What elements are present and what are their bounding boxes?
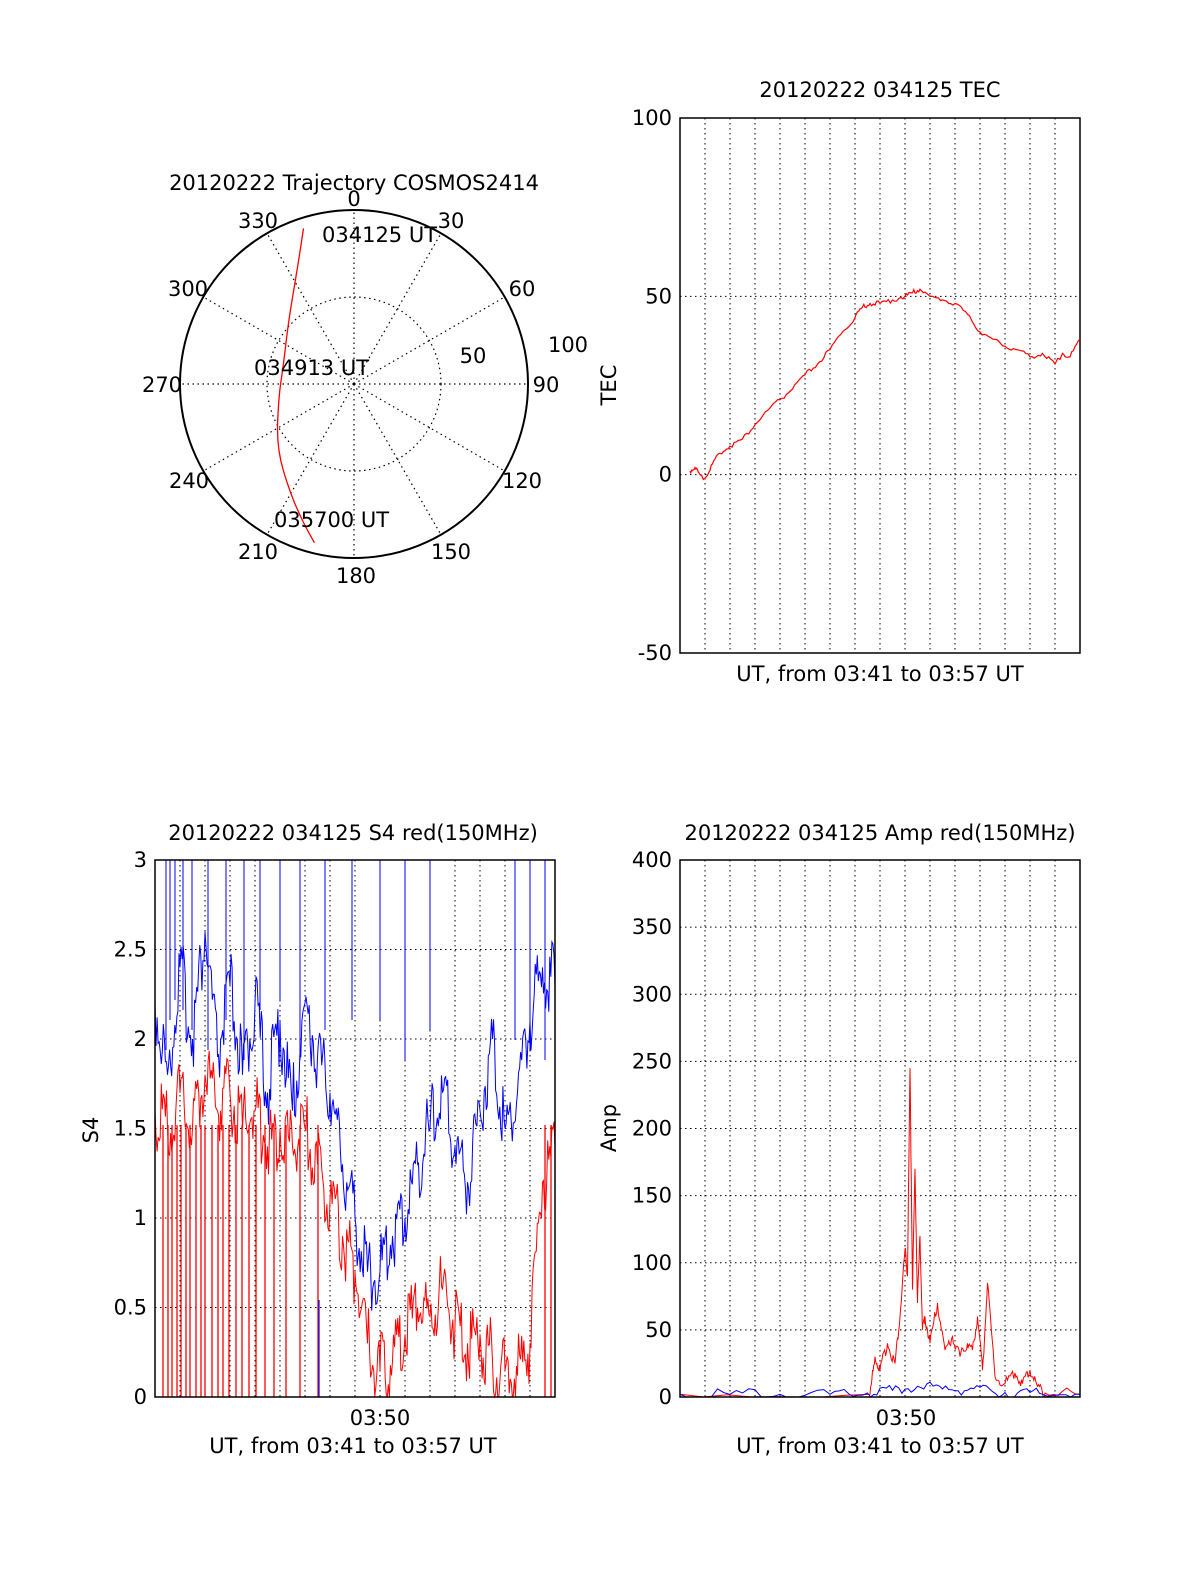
y-tick-label: 200: [632, 1117, 672, 1141]
s4-panel: 20120222 034125 S4 red(150MHz) 0 0.5 1 1.5 2…: [79, 821, 556, 1458]
series-line: [154, 1050, 556, 1399]
s4-series: [154, 860, 556, 1399]
y-tick-label: 50: [645, 284, 672, 308]
y-tick-label: 150: [632, 1184, 672, 1208]
y-tick-label: 250: [632, 1049, 672, 1073]
amp-title: 20120222 034125 Amp red(150MHz): [684, 821, 1075, 845]
y-tick-label: 2: [134, 1027, 147, 1051]
polar-spoke: [203, 296, 355, 385]
polar-azimuth-label: 180: [336, 564, 376, 588]
s4-ylabel: S4: [79, 1117, 103, 1144]
series-line: [689, 288, 1081, 481]
tec-xlabel: UT, from 03:41 to 03:57 UT: [736, 662, 1024, 686]
tec-panel: 20120222 034125 TEC -50 0 50 100 TEC UT, fr…: [597, 78, 1081, 686]
amp-ylabel: Amp: [597, 1104, 621, 1152]
y-tick-label: 100: [632, 106, 672, 130]
polar-spoke: [203, 383, 355, 472]
polar-spoke: [266, 233, 355, 385]
polar-ring-50: [266, 296, 442, 472]
polar-azimuth-label: 240: [169, 469, 209, 493]
amp-xlabel: UT, from 03:41 to 03:57 UT: [736, 1434, 1024, 1458]
polar-panel: 20120222 Trajectory COSMOS2414 0 30 60 90 12…: [142, 171, 588, 588]
amp-panel: 20120222 034125 Amp red(150MHz) 0 50 100 15…: [597, 821, 1081, 1458]
polar-azimuth-label: 300: [168, 277, 208, 301]
polar-azimuth-label: 330: [238, 209, 278, 233]
s4-xtick-label: 03:50: [350, 1406, 411, 1430]
polar-azimuth-label: 150: [431, 540, 471, 564]
y-tick-label: 300: [632, 982, 672, 1006]
y-tick-label: 1: [134, 1206, 147, 1230]
polar-outer-circle: [179, 209, 529, 559]
tec-frame: [679, 117, 1081, 654]
polar-azimuth-label: 30: [438, 209, 465, 233]
y-tick-label: 0: [134, 1385, 147, 1409]
polar-azimuth-label: 90: [533, 373, 560, 397]
polar-azimuth-label: 210: [238, 540, 278, 564]
tec-grid: [680, 118, 1080, 653]
s4-frame: [154, 859, 556, 1398]
tec-ylabel: TEC: [597, 365, 621, 407]
tec-y-ticks: -50 0 50 100: [632, 106, 672, 665]
polar-azimuth-label: 270: [142, 373, 182, 397]
s4-xlabel: UT, from 03:41 to 03:57 UT: [209, 1434, 497, 1458]
polar-azimuth-label: 0: [347, 187, 360, 211]
polar-spoke: [353, 296, 505, 385]
polar-spoke: [353, 383, 442, 535]
amp-xtick-label: 03:50: [876, 1406, 937, 1430]
series-line: [154, 931, 556, 1311]
polar-spoke: [353, 233, 442, 385]
tec-series: [689, 288, 1081, 481]
polar-trajectory-line: [276, 228, 315, 544]
y-tick-label: 100: [632, 1251, 672, 1275]
series-line: [679, 1068, 1081, 1398]
y-tick-label: 0.5: [114, 1296, 147, 1320]
polar-azimuth-label: 120: [502, 469, 542, 493]
polar-grid: [180, 210, 528, 558]
polar-title: 20120222 Trajectory COSMOS2414: [169, 171, 539, 195]
y-tick-label: -50: [638, 641, 672, 665]
y-tick-label: 400: [632, 848, 672, 872]
y-tick-label: 3: [134, 848, 147, 872]
series-line: [679, 1381, 1081, 1398]
amp-y-ticks: 0 50 100 150 200 250 300 350 400: [632, 848, 672, 1409]
amp-series: [679, 1068, 1081, 1398]
y-tick-label: 0: [659, 1385, 672, 1409]
polar-spoke: [266, 383, 355, 535]
polar-annotation-end: 035700 UT: [274, 508, 389, 532]
y-tick-label: 0: [659, 463, 672, 487]
polar-azimuth-labels: 0 30 60 90 120 150 180 210 240 270 300 330: [142, 187, 559, 588]
y-tick-label: 50: [645, 1318, 672, 1342]
s4-y-ticks: 0 0.5 1 1.5 2 2.5 3: [114, 848, 147, 1409]
y-tick-label: 350: [632, 915, 672, 939]
tec-title: 20120222 034125 TEC: [759, 78, 1000, 102]
s4-title: 20120222 034125 S4 red(150MHz): [168, 821, 538, 845]
polar-radial-label-100: 100: [548, 333, 588, 357]
polar-azimuth-label: 60: [509, 277, 536, 301]
polar-annotation-start: 034125 UT: [322, 223, 437, 247]
amp-frame: [679, 859, 1081, 1398]
s4-grid: [155, 860, 555, 1397]
y-tick-label: 2.5: [114, 938, 147, 962]
polar-annotation-mid: 034913 UT: [254, 356, 369, 380]
polar-radial-label-50: 50: [460, 344, 487, 368]
polar-spoke: [353, 383, 505, 472]
y-tick-label: 1.5: [114, 1117, 147, 1141]
amp-grid: [680, 860, 1080, 1397]
